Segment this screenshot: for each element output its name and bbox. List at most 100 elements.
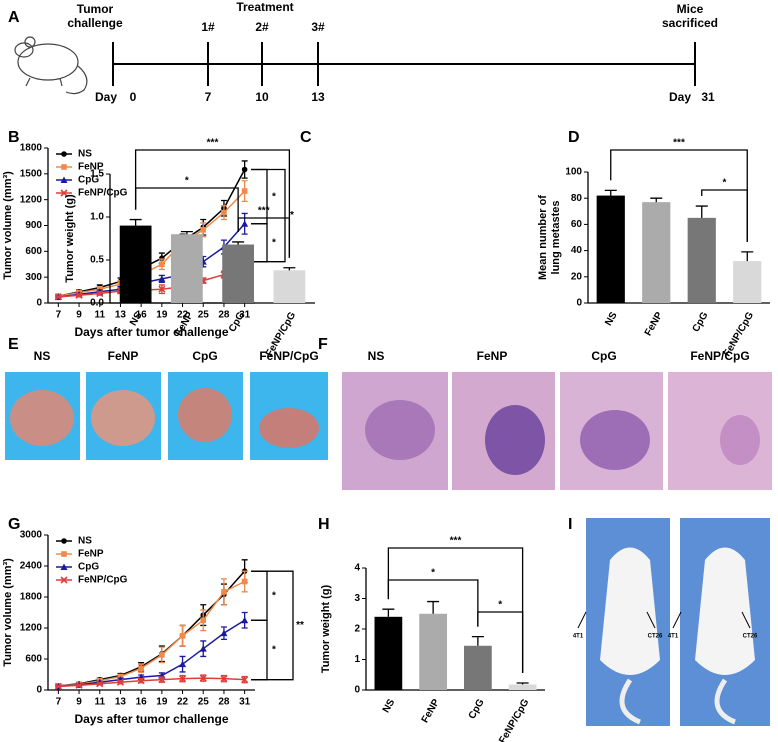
y-tick-label: 0: [576, 298, 582, 309]
mouse-sketch: [14, 36, 88, 95]
arrow: [577, 611, 587, 629]
y-axis-label: Tumor volume (mm³): [2, 558, 14, 667]
marker: [96, 680, 104, 688]
marker: [241, 578, 248, 585]
histology-label: CpG: [591, 349, 616, 363]
bar: [419, 613, 447, 690]
legend-label: FeNP/CpG: [78, 575, 128, 586]
error-bar: [650, 197, 663, 203]
timeline-label: sacrificed: [662, 16, 718, 30]
marker: [60, 189, 68, 197]
panel-letter: D: [568, 129, 580, 146]
error-bar: [180, 230, 193, 235]
significance-bracket: [134, 149, 291, 258]
marker: [178, 675, 187, 683]
x-tick-label: 28: [218, 697, 230, 708]
marker: [159, 652, 165, 658]
legend-label: FeNP: [78, 549, 104, 560]
marker: [75, 681, 83, 689]
bar: [596, 195, 625, 303]
y-tick-label: 1.5: [90, 169, 104, 180]
marker: [220, 675, 228, 683]
marker: [220, 629, 228, 637]
marker: [199, 674, 207, 682]
y-axis-label: Mean number of: [537, 195, 549, 280]
significance-label: ***: [673, 138, 685, 149]
marker: [159, 261, 165, 268]
bar: [222, 244, 255, 303]
legend-label: FeNP: [78, 162, 104, 173]
mouse-label: CT26: [743, 634, 758, 640]
x-tick-label: 25: [198, 697, 210, 708]
y-tick-label: 60: [571, 219, 583, 230]
significance-bracket: [610, 149, 748, 242]
marker: [241, 676, 249, 684]
x-tick-label: 22: [177, 310, 189, 321]
marker: [60, 563, 68, 570]
series-line: [58, 570, 246, 687]
x-tick-label: 7: [56, 310, 62, 321]
significance-bracket: [251, 619, 268, 681]
x-tick-label: 9: [76, 697, 82, 708]
significance-label: ***: [450, 536, 462, 547]
x-tick-label: 22: [177, 697, 189, 708]
mice-photos: [586, 518, 770, 726]
photo-label: NS: [34, 349, 51, 363]
marker: [241, 220, 249, 227]
panel-letter: F: [318, 336, 328, 353]
histology-label: FeNP: [477, 349, 508, 363]
x-axis-label: Days after tumor challenge: [74, 325, 228, 339]
y-tick-label: 1: [354, 654, 360, 665]
dose-label: 3#: [311, 20, 325, 34]
y-tick-label: 0: [354, 685, 360, 696]
series-line: [58, 677, 245, 688]
timeline-label: Treatment: [236, 0, 293, 14]
marker: [241, 188, 248, 194]
x-tick-label: 19: [156, 697, 168, 708]
arrow: [646, 611, 656, 629]
error-bar: [283, 267, 296, 271]
significance-label: **: [296, 620, 304, 631]
x-tick-label: 13: [115, 697, 127, 708]
y-tick-label: 900: [25, 220, 42, 231]
significance-label: *: [272, 191, 276, 202]
x-tick-label: FeNP: [643, 310, 665, 338]
x-tick-label: 9: [76, 310, 82, 321]
day-number: 7: [205, 90, 212, 104]
y-tick-label: 600: [25, 246, 42, 257]
panel-letter: C: [300, 129, 312, 146]
series-line: [58, 619, 246, 688]
marker: [137, 677, 145, 685]
error-bar: [516, 682, 529, 685]
x-tick-label: CpG: [467, 697, 487, 721]
x-tick-label: 28: [218, 310, 230, 321]
panel-letter: A: [8, 9, 20, 26]
y-tick-label: 80: [571, 193, 583, 204]
day-number: 13: [311, 90, 325, 104]
series-line: [58, 580, 245, 687]
marker: [221, 589, 227, 595]
day-number: 31: [701, 90, 715, 104]
y-tick-label: 40: [571, 245, 583, 256]
y-tick-label: 0.5: [90, 255, 104, 266]
marker: [158, 676, 166, 684]
error-bar: [695, 205, 708, 218]
marker: [221, 209, 227, 216]
marker: [158, 275, 166, 282]
significance-bracket: [251, 570, 268, 621]
x-tick-label: 7: [56, 697, 62, 708]
bar: [733, 261, 762, 303]
significance-bracket: [134, 187, 239, 232]
error-bar: [604, 189, 617, 196]
marker: [199, 645, 207, 652]
error-bar: [427, 600, 440, 614]
legend-label: FeNP/CpG: [78, 188, 128, 199]
x-tick-label: 13: [115, 310, 127, 321]
x-tick-label: 11: [94, 697, 105, 708]
panel-letter: E: [8, 336, 19, 353]
significance-bracket: [251, 570, 294, 681]
significance-label: ***: [207, 138, 219, 149]
photos-e: [5, 372, 328, 460]
legend-label: CpG: [78, 562, 99, 573]
x-tick-label: FeNP/CpG: [497, 697, 531, 742]
